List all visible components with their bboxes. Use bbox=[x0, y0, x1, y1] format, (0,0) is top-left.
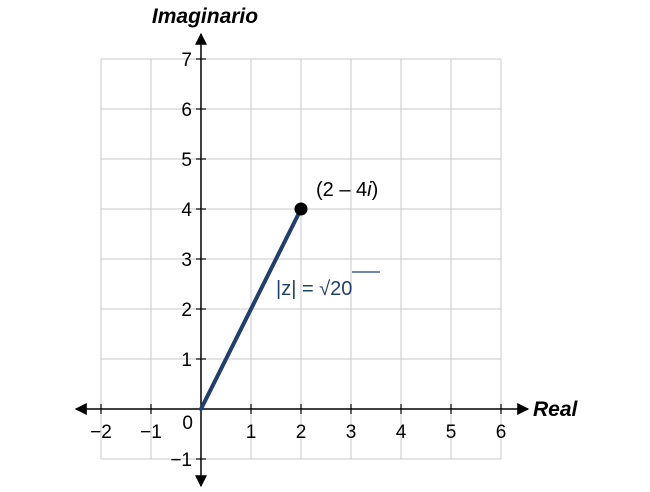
data-point bbox=[294, 202, 308, 216]
x-tick-label: 4 bbox=[396, 422, 407, 443]
modulus-segment bbox=[199, 207, 303, 411]
modulus-radical: √ bbox=[319, 278, 330, 300]
grid bbox=[100, 58, 502, 460]
x-tick-label: 6 bbox=[496, 422, 507, 443]
data-layer bbox=[199, 202, 308, 411]
y-tick-label: 3 bbox=[181, 250, 192, 271]
point-label-i: i bbox=[367, 179, 372, 201]
y-tick-label: −1 bbox=[170, 450, 192, 471]
y-tick-label: 1 bbox=[181, 350, 192, 371]
point-label: (2 – 4i) bbox=[316, 179, 378, 201]
origin-label: 0 bbox=[182, 413, 193, 434]
x-tick-label: 1 bbox=[246, 422, 257, 443]
y-tick-label: 6 bbox=[181, 100, 192, 121]
y-tick-label: 2 bbox=[181, 300, 192, 321]
ticks: −2 −1 1 2 3 4 5 6 −1 1 2 3 4 5 6 7 0 bbox=[90, 50, 506, 471]
y-tick-label: 7 bbox=[181, 50, 192, 71]
point-label-main: (2 – 4 bbox=[316, 179, 367, 201]
x-tick-label: 2 bbox=[296, 422, 307, 443]
modulus-prefix: |z| = bbox=[276, 278, 319, 300]
point-label-end: ) bbox=[372, 179, 379, 201]
y-axis-title: Imaginario bbox=[152, 5, 258, 28]
x-tick-label: 3 bbox=[346, 422, 357, 443]
x-tick-label: 5 bbox=[446, 422, 457, 443]
x-axis-title: Real bbox=[533, 398, 579, 421]
x-tick-label: −2 bbox=[90, 422, 112, 443]
modulus-label: |z| = √20 bbox=[276, 278, 352, 300]
x-tick-label: −1 bbox=[140, 422, 162, 443]
y-tick-label: 4 bbox=[181, 200, 192, 221]
modulus-radicand: 20 bbox=[330, 278, 352, 300]
axes bbox=[74, 32, 530, 488]
y-tick-label: 5 bbox=[181, 150, 192, 171]
